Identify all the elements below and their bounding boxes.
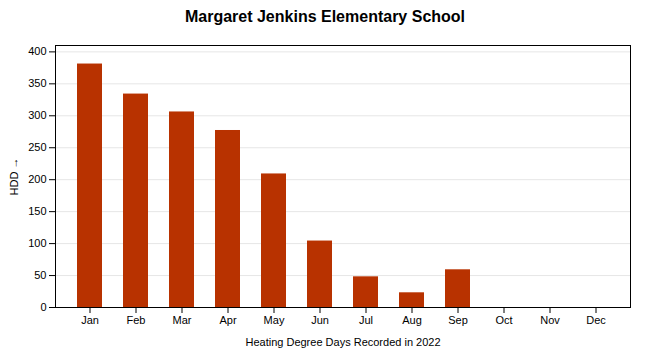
svg-text:Jan: Jan xyxy=(81,314,99,326)
svg-text:Jun: Jun xyxy=(311,314,329,326)
svg-text:300: 300 xyxy=(28,109,46,121)
svg-text:Aug: Aug xyxy=(402,314,422,326)
svg-text:150: 150 xyxy=(28,205,46,217)
html-text:Margaret Jenkins Elementary Sc: Margaret Jenkins Elementary School xyxy=(184,8,465,25)
svg-text:Apr: Apr xyxy=(219,314,236,326)
svg-text:250: 250 xyxy=(28,141,46,153)
svg-text:Nov: Nov xyxy=(540,314,560,326)
svg-text:Mar: Mar xyxy=(173,314,192,326)
svg-text:400: 400 xyxy=(28,45,46,57)
svg-text:100: 100 xyxy=(28,237,46,249)
svg-text:Oct: Oct xyxy=(495,314,512,326)
svg-text:May: May xyxy=(264,314,285,326)
svg-text:Sep: Sep xyxy=(448,314,468,326)
svg-text:HDD →: HDD → xyxy=(8,158,20,196)
svg-text:200: 200 xyxy=(28,173,46,185)
svg-text:0: 0 xyxy=(40,301,46,313)
svg-text:50: 50 xyxy=(34,269,46,281)
svg-text:Dec: Dec xyxy=(586,314,606,326)
svg-text:Jul: Jul xyxy=(359,314,373,326)
svg-text:350: 350 xyxy=(28,77,46,89)
svg-text:Heating Degree Days Recorded i: Heating Degree Days Recorded in 2022 xyxy=(245,336,440,348)
svg-text:Feb: Feb xyxy=(127,314,146,326)
